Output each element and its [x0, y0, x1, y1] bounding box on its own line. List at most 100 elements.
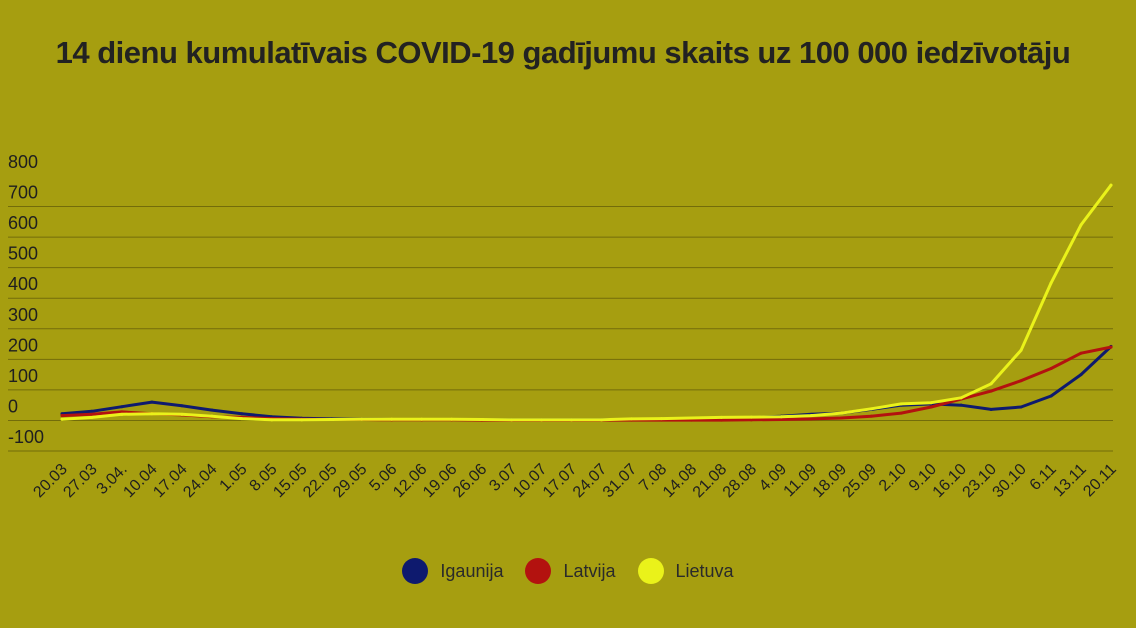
- data-point: [1079, 223, 1083, 227]
- data-point: [570, 418, 574, 422]
- y-tick-label: 300: [8, 305, 38, 325]
- y-axis-ticks: 800 700 600 500 400 300 200 100 0 -100: [8, 152, 44, 447]
- data-point: [1079, 351, 1083, 355]
- data-point: [689, 416, 693, 420]
- data-point: [1109, 183, 1113, 187]
- data-point: [1019, 379, 1023, 383]
- legend-label: Igaunija: [440, 560, 504, 581]
- x-tick-label: 13.11: [1050, 461, 1090, 501]
- x-tick-label: 10.07: [510, 461, 550, 501]
- x-tick-label: 24.04: [180, 461, 220, 501]
- x-tick-label: 25.09: [840, 461, 880, 501]
- y-tick-label: 0: [8, 396, 18, 416]
- x-tick-label: 14.08: [660, 461, 700, 501]
- data-point: [360, 417, 364, 421]
- data-point: [150, 400, 154, 404]
- data-point: [60, 414, 64, 418]
- x-tick-label: 19.06: [420, 461, 460, 501]
- y-tick-label: 600: [8, 213, 38, 233]
- legend-marker: [402, 558, 429, 584]
- series-line-latvija: [60, 345, 1113, 422]
- data-point: [929, 401, 933, 405]
- data-point: [1109, 345, 1113, 349]
- data-point: [899, 411, 903, 415]
- data-point: [809, 414, 813, 418]
- data-point: [929, 405, 933, 409]
- x-tick-label: 27.03: [60, 461, 100, 501]
- x-tick-label: 28.08: [720, 461, 760, 501]
- data-point: [270, 418, 274, 422]
- data-point: [629, 417, 633, 421]
- data-point: [300, 418, 304, 422]
- series-lines: [60, 183, 1113, 422]
- x-tick-label: 24.07: [570, 461, 610, 501]
- data-point: [989, 407, 993, 411]
- data-point: [330, 418, 334, 422]
- data-point: [180, 404, 184, 408]
- data-point: [120, 412, 124, 416]
- data-point: [240, 412, 244, 416]
- legend-label: Latvija: [563, 560, 616, 581]
- y-tick-label: 700: [8, 183, 38, 203]
- data-point: [210, 414, 214, 418]
- legend-marker: [525, 558, 552, 584]
- x-tick-label: 1.05: [217, 461, 251, 495]
- data-point: [60, 417, 64, 421]
- data-point: [839, 411, 843, 415]
- x-axis-ticks: 20.0327.033.04.10.0417.0424.041.058.0515…: [30, 461, 1119, 501]
- data-point: [989, 389, 993, 393]
- data-point: [1049, 394, 1053, 398]
- y-tick-label: 500: [8, 244, 38, 264]
- x-tick-label: 2.10: [876, 461, 910, 495]
- data-point: [90, 409, 94, 413]
- x-tick-label: 20.03: [30, 461, 70, 501]
- data-point: [809, 417, 813, 421]
- x-tick-label: 22.05: [300, 461, 340, 501]
- legend-marker: [637, 558, 664, 584]
- data-point: [839, 416, 843, 420]
- legend: Igaunija Latvija Lietuva: [0, 558, 1136, 584]
- chart-title: 14 dienu kumulatīvais COVID-19 gadījumu …: [55, 35, 1071, 70]
- data-point: [510, 418, 514, 422]
- data-point: [749, 415, 753, 419]
- data-point: [540, 418, 544, 422]
- data-point: [90, 415, 94, 419]
- legend-item-igaunija[interactable]: Igaunija: [402, 558, 503, 584]
- data-point: [420, 417, 424, 421]
- data-point: [120, 405, 124, 409]
- data-point: [659, 417, 663, 421]
- data-point: [749, 418, 753, 422]
- data-point: [779, 418, 783, 422]
- data-point: [210, 408, 214, 412]
- x-tick-label: 31.07: [600, 461, 640, 501]
- y-tick-label: 100: [8, 366, 38, 386]
- data-point: [180, 412, 184, 416]
- y-tick-label: 400: [8, 274, 38, 294]
- y-tick-label: 800: [8, 152, 38, 172]
- data-point: [719, 415, 723, 419]
- data-point: [480, 418, 484, 422]
- x-tick-label: 17.07: [540, 461, 580, 501]
- data-point: [599, 418, 603, 422]
- series-line-lietuva: [60, 183, 1113, 422]
- data-point: [1019, 405, 1023, 409]
- data-point: [150, 412, 154, 416]
- y-tick-label: 200: [8, 335, 38, 355]
- x-tick-label: 23.10: [960, 461, 1000, 501]
- y-tick-label: -100: [8, 427, 44, 447]
- data-point: [1049, 367, 1053, 370]
- data-point: [899, 402, 903, 406]
- data-point: [450, 417, 454, 421]
- data-point: [90, 412, 94, 416]
- data-point: [959, 403, 963, 407]
- legend-item-lietuva[interactable]: Lietuva: [637, 558, 734, 584]
- data-point: [1079, 373, 1083, 377]
- data-point: [989, 382, 993, 386]
- x-tick-label: 17.04: [150, 461, 190, 501]
- x-tick-label: 18.09: [810, 461, 850, 501]
- legend-label: Lietuva: [675, 560, 734, 581]
- x-tick-label: 30.10: [990, 461, 1030, 501]
- gridlines: [8, 206, 1113, 452]
- legend-item-latvija[interactable]: Latvija: [525, 558, 616, 584]
